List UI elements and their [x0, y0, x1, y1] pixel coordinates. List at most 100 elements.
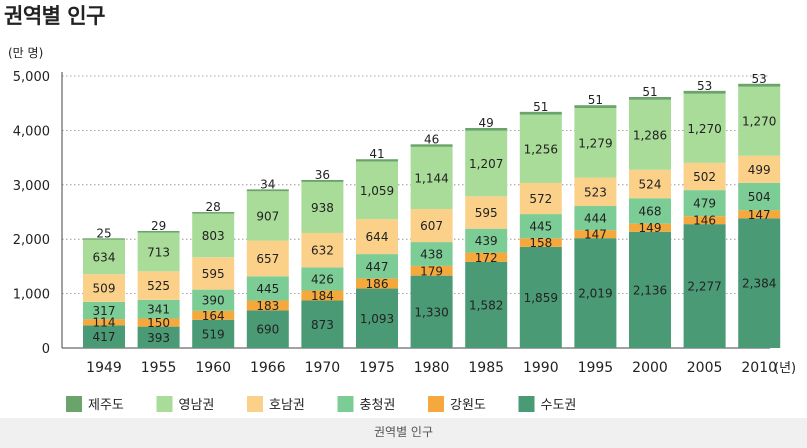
bar-segment	[683, 216, 726, 225]
data-label: 417	[93, 330, 116, 344]
x-tick-label: 1966	[250, 360, 286, 376]
data-label: 938	[311, 201, 334, 215]
bar-segment	[137, 271, 180, 300]
bar-segment	[246, 300, 289, 311]
data-label: 158	[529, 236, 552, 250]
data-label: 34	[260, 177, 275, 191]
data-label: 1,582	[469, 298, 503, 312]
legend-label: 강원도	[450, 398, 486, 413]
bar-segment	[519, 114, 562, 183]
data-label: 390	[202, 294, 225, 308]
bar-segment	[356, 254, 398, 279]
bar-segment	[83, 239, 125, 275]
legend-swatch	[156, 396, 173, 412]
bar-segment	[356, 159, 398, 162]
data-label: 1,059	[360, 184, 394, 198]
data-label: 713	[147, 245, 170, 259]
legend-swatch	[66, 396, 82, 412]
figure-caption: 권역별 인구	[373, 425, 433, 439]
data-label: 147	[748, 208, 771, 222]
data-label: 114	[93, 316, 116, 330]
legend-label: 충청권	[360, 398, 396, 413]
bar-segment	[629, 99, 671, 170]
data-label: 1,144	[414, 171, 448, 185]
bar-segment	[83, 274, 125, 302]
data-label: 164	[202, 309, 225, 323]
data-label: 525	[147, 279, 170, 293]
data-label: 523	[584, 185, 607, 199]
data-label: 444	[584, 212, 607, 226]
bar-segment	[574, 177, 617, 207]
data-label: 2,136	[633, 283, 667, 297]
bar-segment	[137, 230, 180, 233]
bar-segment	[301, 181, 344, 233]
data-label: 53	[697, 79, 712, 93]
y-tick-label: 0	[42, 342, 50, 357]
data-label: 36	[315, 168, 330, 182]
bar-segment	[83, 325, 125, 348]
bar-segment	[629, 231, 671, 348]
bar-segment	[574, 230, 617, 239]
data-label: 393	[147, 331, 170, 345]
bar-segment	[738, 218, 781, 348]
bar-segment	[574, 206, 617, 231]
x-unit-label: (년)	[774, 361, 796, 376]
bar-segment	[301, 179, 344, 182]
legend-swatch	[428, 396, 444, 412]
bar-segment	[465, 196, 508, 229]
bar-segment	[410, 242, 453, 266]
y-tick-label: 4,000	[13, 124, 50, 139]
bar-segment	[83, 301, 125, 320]
legend-label: 제주도	[88, 398, 124, 413]
data-label: 41	[369, 147, 384, 161]
data-label: 49	[479, 116, 494, 130]
data-label: 184	[311, 289, 334, 303]
data-label: 150	[147, 316, 170, 330]
data-label: 445	[529, 220, 552, 234]
bar-segment	[137, 299, 180, 319]
bar-segment	[410, 265, 453, 276]
x-tick-label: 2005	[687, 360, 723, 376]
data-label: 447	[366, 260, 389, 274]
bar-segment	[301, 300, 344, 348]
data-label: 426	[311, 272, 334, 286]
data-label: 146	[693, 214, 716, 228]
y-tick-label: 2,000	[13, 233, 50, 248]
data-label: 28	[206, 200, 221, 214]
bar-segment	[192, 310, 235, 320]
data-label: 595	[475, 206, 498, 220]
data-label: 1,279	[578, 136, 612, 150]
data-label: 46	[424, 132, 439, 146]
bar-segment	[683, 93, 726, 163]
bar-segment	[137, 326, 180, 348]
bar-segment	[137, 232, 180, 272]
x-tick-label: 1995	[578, 360, 614, 376]
x-tick-label: 1980	[414, 360, 450, 376]
y-axis-label: (만 명)	[8, 46, 43, 60]
bar-segment	[519, 238, 562, 247]
bar-segment	[356, 288, 398, 348]
data-label: 690	[256, 323, 279, 337]
data-label: 172	[475, 251, 498, 265]
data-label: 2,277	[687, 280, 721, 294]
data-label: 502	[693, 170, 716, 184]
data-label: 468	[639, 204, 662, 218]
data-label: 607	[420, 219, 443, 233]
bar-segment	[629, 198, 671, 224]
caption-bar: 권역별 인구	[0, 418, 807, 448]
bar-segment	[246, 240, 289, 277]
bar-segment	[192, 212, 235, 214]
bar-segment	[83, 319, 125, 326]
legend-label: 수도권	[541, 398, 577, 413]
bar-segment	[574, 107, 617, 178]
data-label: 2,384	[742, 277, 776, 291]
data-label: 445	[256, 282, 279, 296]
data-label: 634	[93, 250, 116, 264]
data-label: 907	[256, 209, 279, 223]
bar-segment	[246, 191, 289, 241]
data-label: 1,859	[524, 291, 558, 305]
bar-segment	[356, 219, 398, 255]
bar-segment	[629, 223, 671, 232]
data-label: 149	[639, 221, 662, 235]
bar-segment	[246, 189, 289, 192]
